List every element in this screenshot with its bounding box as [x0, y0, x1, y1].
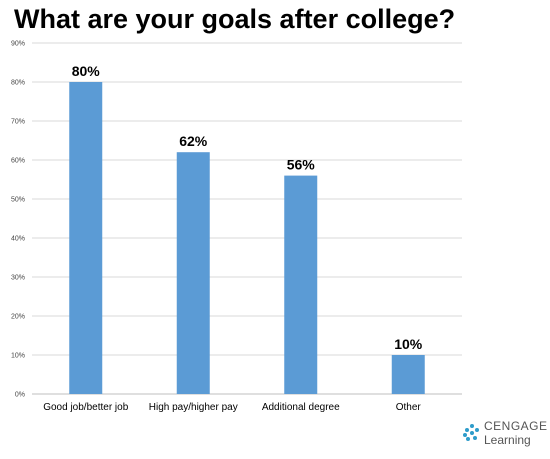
- data-label: 62%: [179, 133, 208, 149]
- bar: [176, 152, 210, 394]
- x-category-label: Good job/better job: [43, 402, 128, 413]
- y-tick-label: 70%: [11, 119, 25, 126]
- data-labels: 80% 62% 56% 10%: [72, 63, 423, 352]
- x-category-label: Other: [396, 402, 422, 413]
- data-label: 80%: [72, 63, 101, 79]
- logo-text-learning: Learning: [484, 433, 531, 447]
- cengage-logo: CENGAGE Learning: [462, 419, 548, 449]
- y-tick-label: 10%: [11, 353, 25, 360]
- bars: [69, 82, 425, 394]
- y-tick-label: 30%: [11, 275, 25, 282]
- y-tick-label: 50%: [11, 197, 25, 204]
- y-tick-label: 60%: [11, 158, 25, 165]
- y-tick-label: 20%: [11, 314, 25, 321]
- y-tick-label: 40%: [11, 236, 25, 243]
- cengage-logo-mark-icon: [463, 424, 479, 441]
- bar: [284, 175, 318, 394]
- x-category-label: Additional degree: [262, 402, 340, 413]
- data-label: 10%: [394, 336, 423, 352]
- bar: [391, 355, 425, 394]
- data-label: 56%: [287, 157, 316, 173]
- gridlines: [32, 42, 462, 395]
- y-axis-ticks: 0% 10% 20% 30% 40% 50% 60% 70% 80% 90%: [11, 41, 25, 399]
- y-tick-label: 0%: [15, 392, 25, 399]
- y-tick-label: 80%: [11, 80, 25, 87]
- bar: [69, 82, 103, 394]
- logo-text-cengage: CENGAGE: [484, 419, 548, 433]
- x-axis-categories: Good job/better job High pay/higher pay Ad…: [43, 402, 421, 413]
- y-tick-label: 90%: [11, 41, 25, 48]
- x-category-label: High pay/higher pay: [149, 402, 238, 413]
- chart-title: What are your goals after college?: [14, 4, 456, 34]
